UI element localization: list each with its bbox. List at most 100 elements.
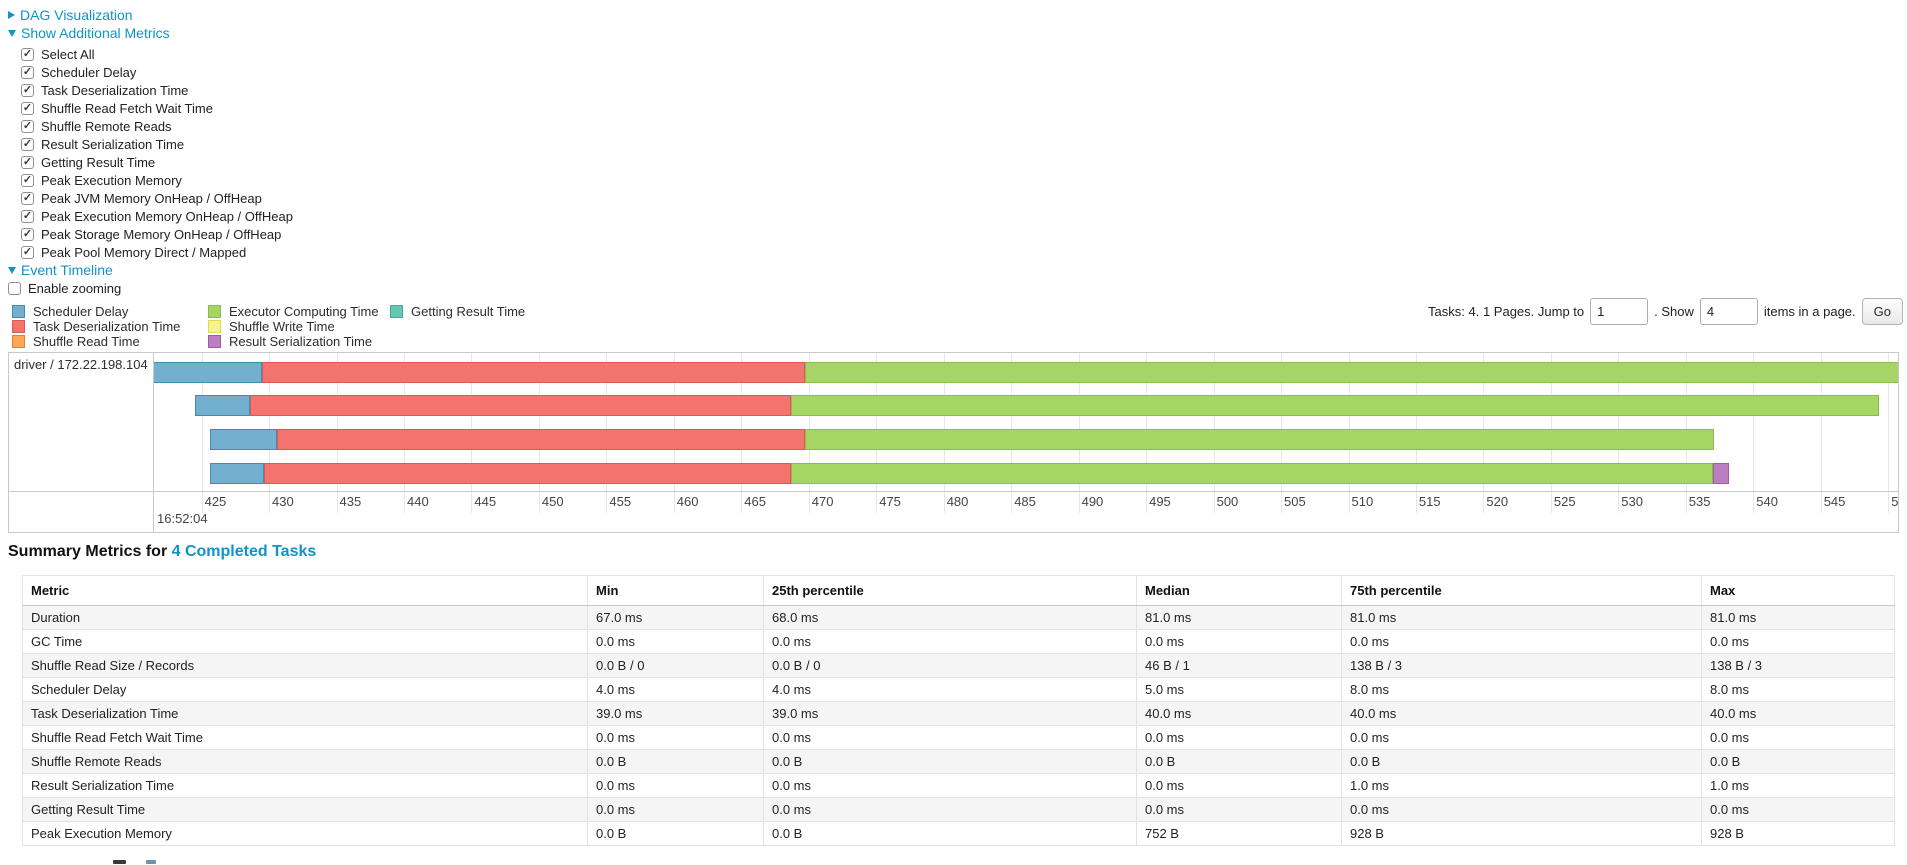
metric-checkbox-row[interactable]: Peak JVM Memory OnHeap / OffHeap [21,189,293,207]
table-row: Scheduler Delay 4.0 ms 4.0 ms 5.0 ms 8.0 ms 8… [22,677,1895,702]
metric-value-cell: 39.0 ms [587,701,764,726]
metric-checkbox-row[interactable]: Shuffle Remote Reads [21,117,293,135]
metric-value-cell: 0.0 B [587,749,764,774]
table-row: Shuffle Read Size / Records 0.0 B / 0 0.0 … [22,653,1895,678]
legend-label: Executor Computing Time [229,304,379,319]
task-bar-executor-computing[interactable] [804,362,1898,383]
metric-value-cell: 81.0 ms [1701,605,1895,630]
task-bar-scheduler-delay[interactable] [194,395,251,416]
timeline-tick-label: 470 [811,494,834,509]
metric-checkbox-row[interactable]: Peak Execution Memory [21,171,293,189]
metric-checkbox[interactable] [21,47,34,61]
task-bar-result-serialization[interactable] [1712,463,1729,484]
go-button[interactable]: Go [1861,297,1903,325]
metric-checkbox-row[interactable]: Task Deserialization Time [21,81,293,99]
completed-tasks-link[interactable]: 4 Completed Tasks [171,543,317,560]
timeline-legend: Scheduler Delay Task Deserialization Time… [12,304,525,349]
task-bar-task-deserialization[interactable] [263,463,792,484]
timeline-tick-label: 510 [1351,494,1374,509]
legend-column: Getting Result Time [390,304,525,319]
metric-checkbox-label: Peak Storage Memory OnHeap / OffHeap [41,226,282,242]
event-timeline-toggle[interactable]: Event Timeline [8,262,113,278]
metric-value-cell: 0.0 ms [1341,629,1702,654]
metric-name-cell: Shuffle Read Size / Records [22,653,588,678]
timeline-tick-label: 465 [744,494,766,509]
metric-checkbox[interactable] [21,191,34,205]
metric-checkbox-row[interactable]: Getting Result Time [21,153,293,171]
metric-checkbox-row[interactable]: Shuffle Read Fetch Wait Time [21,99,293,117]
metric-checkbox[interactable] [21,137,34,151]
timeline-tick-label: 460 [676,494,699,509]
shuffle-read-swatch-icon [12,335,25,348]
timeline-gridline [1753,353,1755,513]
task-bar-executor-computing[interactable] [804,429,1715,450]
metric-value-cell: 0.0 ms [587,797,764,822]
jump-to-page-input[interactable] [1590,297,1649,325]
column-header-metric: Metric [22,575,588,606]
metric-value-cell: 0.0 ms [1136,629,1342,654]
task-bar-scheduler-delay[interactable] [209,429,278,450]
metric-checkbox-row[interactable]: Select All [21,45,293,63]
metric-name-cell: GC Time [22,629,588,654]
task-bar-task-deserialization[interactable] [277,429,805,450]
metric-value-cell: 4.0 ms [763,677,1137,702]
metric-value-cell: 40.0 ms [1136,701,1342,726]
shuffle-write-swatch-icon [208,320,221,333]
legend-item-result-serialization: Result Serialization Time [208,334,390,349]
table-row: Getting Result Time 0.0 ms 0.0 ms 0.0 ms 0.0… [22,797,1895,822]
metric-checkbox-label: Peak Execution Memory [41,172,182,188]
metric-checkbox[interactable] [21,227,34,241]
task-bar-task-deserialization[interactable] [262,362,805,383]
legend-item-shuffle-write: Shuffle Write Time [208,319,390,334]
legend-label: Task Deserialization Time [33,319,181,334]
metric-checkbox-row[interactable]: Result Serialization Time [21,135,293,153]
metric-value-cell: 5.0 ms [1136,677,1342,702]
metric-value-cell: 0.0 ms [587,725,764,750]
metric-checkbox[interactable] [21,155,34,169]
task-bar-executor-computing[interactable] [791,395,1879,416]
metric-checkbox-label: Peak JVM Memory OnHeap / OffHeap [41,190,262,206]
timeline-tick-label: 515 [1418,494,1441,509]
task-bar-scheduler-delay[interactable] [153,362,263,383]
metric-value-cell: 67.0 ms [587,605,764,630]
metric-value-cell: 0.0 ms [763,629,1137,654]
items-per-page-input[interactable] [1699,297,1758,325]
metric-value-cell: 8.0 ms [1701,677,1895,702]
metric-checkbox-row[interactable]: Peak Execution Memory OnHeap / OffHeap [21,207,293,225]
event-timeline-chart: driver / 172.22.198.104 425 430 435 440 445 4… [8,352,1899,533]
show-text: . Show [1654,303,1694,319]
timeline-tick-label: 480 [946,494,969,509]
timeline-tick-label: 475 [879,494,901,509]
metric-value-cell: 0.0 ms [587,629,764,654]
metric-checkbox[interactable] [21,83,34,97]
show-additional-metrics-toggle[interactable]: Show Additional Metrics [8,25,170,41]
metric-checkbox-label: Select All [41,46,95,62]
metric-checkbox[interactable] [21,101,34,115]
metric-value-cell: 40.0 ms [1701,701,1895,726]
metric-value-cell: 0.0 ms [1341,797,1702,822]
metric-checkbox[interactable] [21,173,34,187]
enable-zooming-checkbox[interactable] [8,281,21,295]
show-additional-metrics-label: Show Additional Metrics [21,25,170,41]
enable-zooming-row[interactable]: Enable zooming [8,280,121,296]
metric-checkbox-row[interactable]: Scheduler Delay [21,63,293,81]
metric-checkbox-row[interactable]: Peak Pool Memory Direct / Mapped [21,243,293,261]
task-bar-scheduler-delay[interactable] [209,463,264,484]
table-header-row: Metric Min 25th percentile Median 75th perce… [22,575,1895,606]
metric-checkbox[interactable] [21,65,34,79]
legend-item-getting-result: Getting Result Time [390,304,525,319]
metric-value-cell: 4.0 ms [587,677,764,702]
task-bar-executor-computing[interactable] [791,463,1713,484]
metric-checkbox[interactable] [21,209,34,223]
metric-value-cell: 0.0 B [1136,749,1342,774]
dag-visualization-toggle[interactable]: DAG Visualization [8,7,133,23]
task-bar-task-deserialization[interactable] [250,395,792,416]
timeline-tick-label: 540 [1756,494,1778,509]
metric-checkbox-row[interactable]: Peak Storage Memory OnHeap / OffHeap [21,225,293,243]
metric-checkbox[interactable] [21,119,34,133]
column-header-25th-percentile: 25th percentile [763,575,1137,606]
metric-name-cell: Getting Result Time [22,797,588,822]
metric-name-cell: Duration [22,605,588,630]
legend-label: Getting Result Time [411,304,526,319]
metric-checkbox[interactable] [21,245,34,259]
